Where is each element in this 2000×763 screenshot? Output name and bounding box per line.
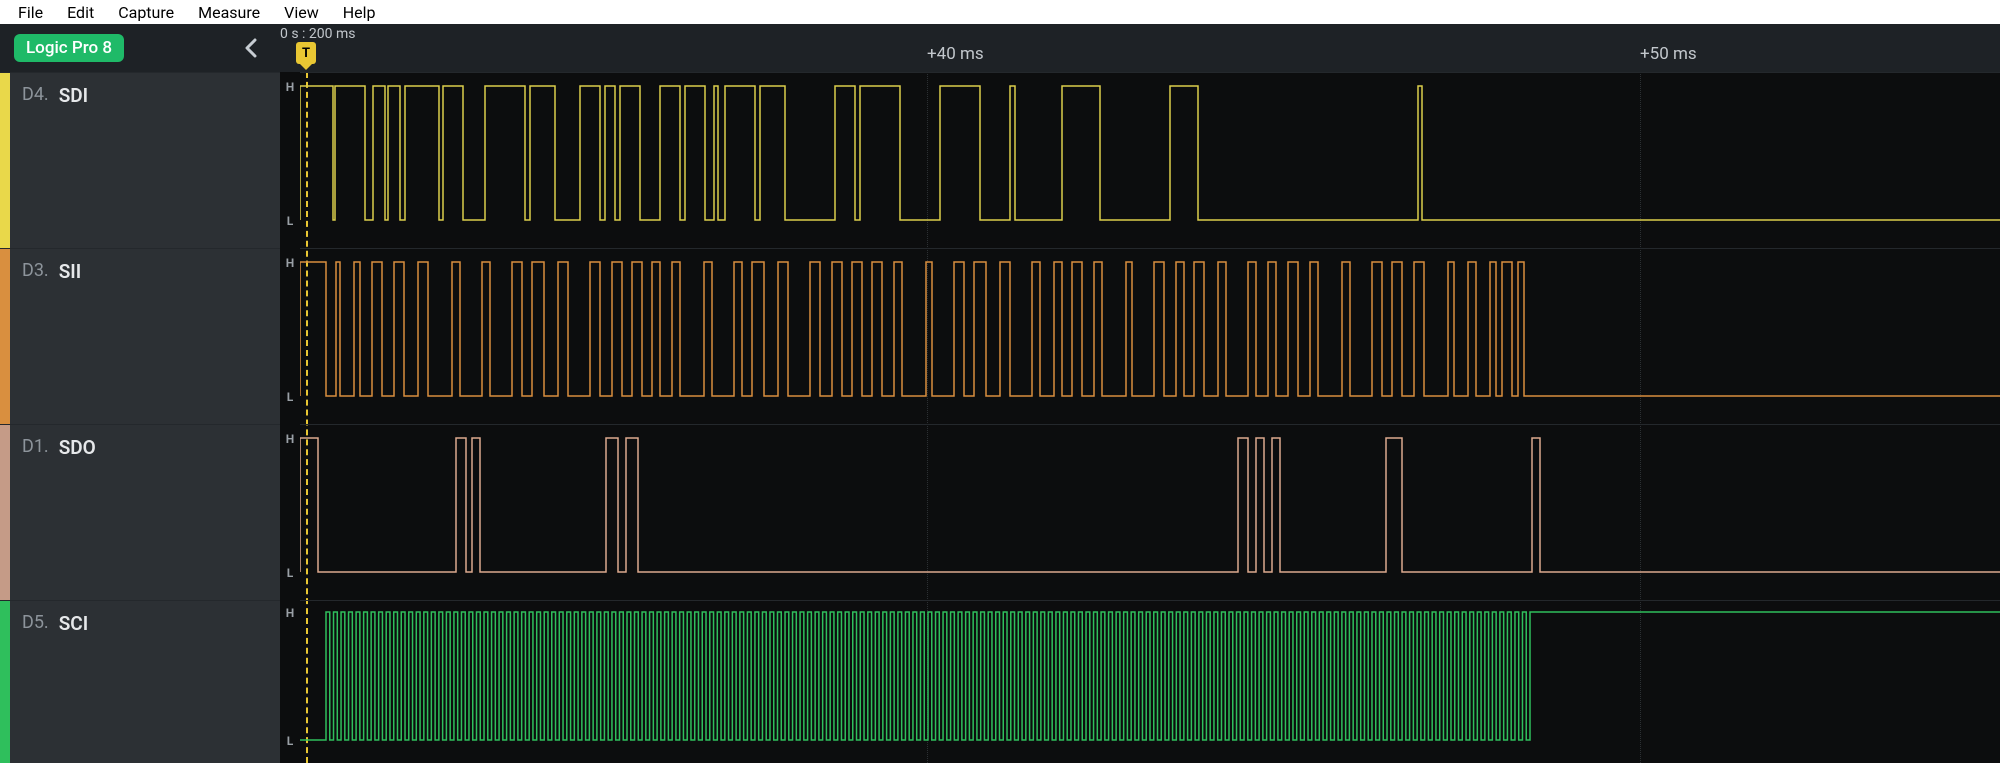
channel-color-tab bbox=[0, 424, 10, 600]
timeline-origin-label: 0 s : 200 ms bbox=[280, 26, 355, 42]
low-label: L bbox=[280, 390, 300, 404]
menu-file[interactable]: File bbox=[6, 3, 55, 22]
menu-measure[interactable]: Measure bbox=[186, 3, 272, 22]
channel-name: SII bbox=[59, 260, 82, 283]
channel-name: SCI bbox=[59, 612, 88, 635]
waveform-workspace: D4. SDI D3. SII D1. SDO D5. SCI H L H L H L H L bbox=[0, 72, 2000, 763]
channel-label-sci[interactable]: D5. SCI bbox=[0, 600, 280, 763]
menu-capture[interactable]: Capture bbox=[106, 3, 186, 22]
channel-color-tab bbox=[0, 72, 10, 248]
menu-bar: File Edit Capture Measure View Help bbox=[0, 0, 2000, 24]
channel-label-sdo[interactable]: D1. SDO bbox=[0, 424, 280, 600]
channel-name: SDI bbox=[59, 84, 88, 107]
channel-number: D4. bbox=[22, 84, 49, 105]
timeline-bar: Logic Pro 8 0 s : 200 ms +40 ms +50 ms T bbox=[0, 24, 2000, 72]
menu-help[interactable]: Help bbox=[331, 3, 388, 22]
hl-gutter: H L H L H L H L bbox=[280, 72, 300, 763]
channel-label-sdi[interactable]: D4. SDI bbox=[0, 72, 280, 248]
waveform-sci bbox=[300, 600, 2000, 763]
timeline-ruler[interactable]: 0 s : 200 ms +40 ms+50 ms T bbox=[300, 24, 2000, 72]
high-label: H bbox=[280, 80, 300, 94]
timeline-tick: +40 ms bbox=[927, 44, 984, 64]
device-badge[interactable]: Logic Pro 8 bbox=[14, 34, 124, 62]
channel-number: D5. bbox=[22, 612, 49, 633]
channel-color-tab bbox=[0, 600, 10, 763]
low-label: L bbox=[280, 214, 300, 228]
channel-number: D3. bbox=[22, 260, 49, 281]
channel-labels-column: D4. SDI D3. SII D1. SDO D5. SCI bbox=[0, 72, 280, 763]
low-label: L bbox=[280, 734, 300, 748]
timing-marker[interactable]: T bbox=[296, 42, 316, 64]
chevron-left-icon bbox=[240, 36, 264, 60]
channel-number: D1. bbox=[22, 436, 49, 457]
waveform-plot-area[interactable] bbox=[300, 72, 2000, 763]
high-label: H bbox=[280, 606, 300, 620]
back-button[interactable] bbox=[240, 36, 264, 60]
channel-name: SDO bbox=[59, 436, 96, 459]
waveform-sii bbox=[300, 248, 2000, 424]
channel-label-sii[interactable]: D3. SII bbox=[0, 248, 280, 424]
menu-edit[interactable]: Edit bbox=[55, 3, 106, 22]
low-label: L bbox=[280, 566, 300, 580]
high-label: H bbox=[280, 256, 300, 270]
menu-view[interactable]: View bbox=[272, 3, 331, 22]
timeline-tick: +50 ms bbox=[1640, 44, 1697, 64]
waveform-sdi bbox=[300, 72, 2000, 248]
channel-color-tab bbox=[0, 248, 10, 424]
waveform-sdo bbox=[300, 424, 2000, 600]
high-label: H bbox=[280, 432, 300, 446]
